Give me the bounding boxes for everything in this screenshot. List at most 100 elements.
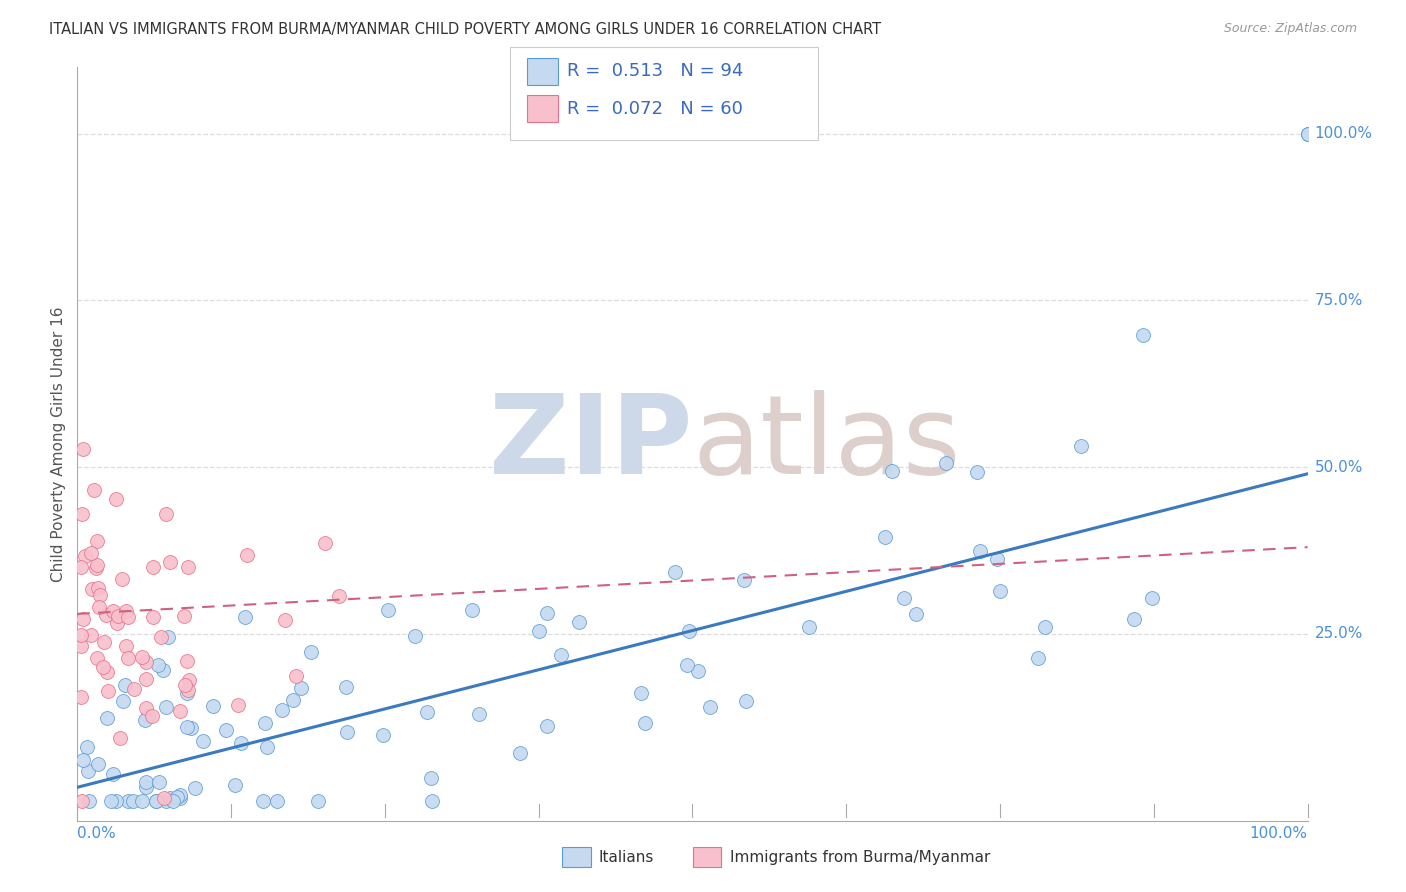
Y-axis label: Child Poverty Among Girls Under 16: Child Poverty Among Girls Under 16: [51, 306, 66, 582]
Point: [176, 720, 198, 734]
Point: [797, 620, 820, 634]
Point: [149, 630, 172, 644]
Point: [314, 535, 336, 549]
Point: [966, 465, 988, 479]
Text: 25.0%: 25.0%: [1315, 626, 1362, 641]
Point: [75, 549, 97, 563]
Point: [1142, 591, 1164, 605]
Point: [880, 464, 903, 478]
Point: [664, 565, 686, 579]
Point: [176, 654, 198, 668]
Point: [135, 780, 157, 795]
Point: [86, 558, 108, 572]
Point: [108, 731, 131, 745]
Point: [568, 615, 591, 630]
Point: [117, 609, 139, 624]
Point: [416, 706, 439, 720]
Point: [72, 612, 94, 626]
Point: [86, 582, 108, 596]
Point: [986, 552, 1008, 566]
Point: [162, 794, 184, 808]
Point: [686, 665, 709, 679]
Point: [1026, 650, 1049, 665]
Point: [226, 698, 249, 712]
Point: [169, 790, 191, 805]
Point: [89, 599, 111, 614]
Point: [91, 660, 114, 674]
Point: [176, 686, 198, 700]
Point: [152, 790, 174, 805]
Point: [84, 561, 107, 575]
Point: [72, 794, 94, 808]
Point: [77, 764, 100, 778]
Point: [135, 701, 157, 715]
Point: [152, 663, 174, 677]
Point: [70, 507, 93, 521]
Point: [177, 673, 200, 687]
Point: [93, 635, 115, 649]
Point: [1122, 612, 1144, 626]
Point: [115, 639, 138, 653]
Point: [104, 794, 127, 808]
Point: [117, 794, 139, 808]
Point: [630, 686, 652, 700]
Point: [1296, 127, 1319, 141]
Point: [101, 767, 124, 781]
Point: [893, 591, 915, 605]
Point: [371, 728, 394, 742]
Point: [114, 678, 136, 692]
Point: [148, 775, 170, 789]
Point: [104, 491, 127, 506]
Point: [283, 692, 305, 706]
Point: [96, 711, 118, 725]
Point: [122, 682, 145, 697]
Point: [634, 716, 657, 731]
Text: 75.0%: 75.0%: [1315, 293, 1362, 308]
Point: [134, 713, 156, 727]
Point: [420, 794, 443, 808]
Point: [969, 543, 991, 558]
Point: [76, 739, 98, 754]
Point: [166, 790, 188, 805]
Point: [1033, 620, 1056, 634]
Point: [229, 736, 252, 750]
Point: [70, 628, 93, 642]
Point: [80, 546, 103, 560]
Point: [734, 693, 756, 707]
Point: [215, 723, 238, 737]
Point: [290, 681, 312, 696]
Point: [80, 628, 103, 642]
Point: [87, 756, 110, 771]
Point: [676, 657, 699, 672]
Point: [100, 794, 122, 808]
Point: [285, 669, 308, 683]
Point: [148, 657, 170, 672]
Point: [80, 582, 103, 596]
Point: [155, 700, 177, 714]
Point: [131, 650, 153, 665]
Point: [117, 651, 139, 665]
Point: [699, 699, 721, 714]
Point: [86, 651, 108, 665]
Point: [107, 609, 129, 624]
Text: R =  0.072   N = 60: R = 0.072 N = 60: [567, 100, 742, 118]
Point: [733, 573, 755, 587]
Text: R =  0.513   N = 94: R = 0.513 N = 94: [567, 62, 742, 80]
Point: [201, 699, 224, 714]
Point: [141, 709, 163, 723]
Point: [83, 483, 105, 498]
Point: [72, 754, 94, 768]
Point: [70, 639, 93, 653]
Point: [191, 733, 214, 747]
Point: [101, 604, 124, 618]
Text: 0.0%: 0.0%: [77, 826, 117, 840]
Point: [77, 794, 100, 808]
Point: [527, 624, 550, 639]
Point: [461, 602, 484, 616]
Point: [145, 794, 167, 808]
Point: [107, 615, 129, 630]
Point: [155, 508, 177, 522]
Point: [678, 624, 700, 639]
Text: Italians: Italians: [599, 850, 654, 864]
Point: [169, 704, 191, 718]
